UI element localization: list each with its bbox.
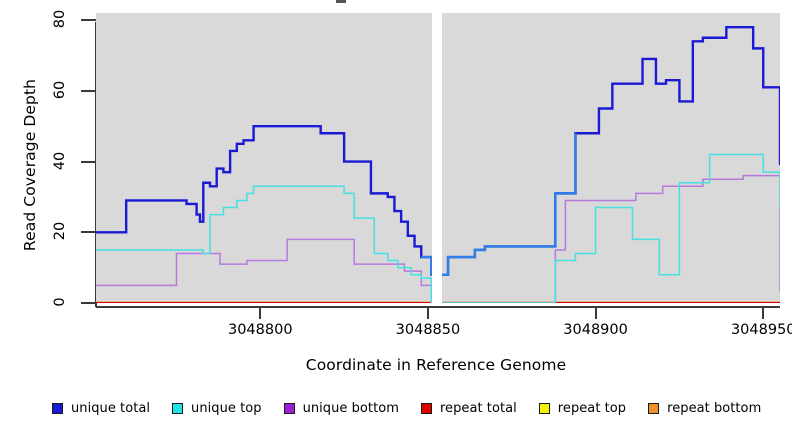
x-tick-mark <box>426 308 429 319</box>
legend-swatch-icon <box>648 402 660 414</box>
legend-label: unique bottom <box>302 400 399 416</box>
legend-label: unique total <box>71 400 151 416</box>
legend-label: repeat bottom <box>667 400 762 416</box>
legend-item-unique-top[interactable]: unique top <box>172 401 262 416</box>
legend-swatch-icon <box>538 402 550 414</box>
panel-gap-top-marker <box>336 0 346 3</box>
y-tick-mark <box>81 302 96 304</box>
legend-item-repeat-bottom[interactable]: repeat bottom <box>648 401 761 416</box>
y-tick-mark <box>81 160 96 163</box>
y-axis-title: Read Coverage Depth <box>21 78 39 252</box>
y-tick-mark <box>81 19 96 22</box>
x-tick-label: 3048800 <box>227 322 293 338</box>
x-axis-title: Coordinate in Reference Genome <box>305 356 567 374</box>
legend-item-unique-bottom[interactable]: unique bottom <box>283 400 399 416</box>
plot-panel <box>96 13 780 303</box>
y-tick-label: 80 <box>52 9 68 29</box>
x-axis-line <box>96 306 780 308</box>
y-tick-mark <box>81 89 96 92</box>
series-line-unique-top <box>96 153 780 303</box>
series-line-unique-total <box>96 25 780 276</box>
chart-legend: unique total unique top unique bottom repea… <box>0 396 792 420</box>
series-line-unique-total-lower-coverage <box>421 133 577 276</box>
legend-swatch-icon <box>172 402 184 414</box>
legend-item-unique-total[interactable]: unique total <box>52 401 150 416</box>
x-tick-mark <box>762 308 765 319</box>
y-tick-label: 60 <box>52 80 68 100</box>
y-tick-label: 40 <box>52 151 68 170</box>
legend-item-repeat-total[interactable]: repeat total <box>420 400 517 416</box>
y-tick-label: 20 <box>52 222 68 241</box>
y-tick-label: 0 <box>52 297 68 307</box>
legend-label: unique top <box>191 400 262 416</box>
legend-swatch-icon <box>420 402 432 414</box>
y-tick-mark <box>81 231 96 234</box>
x-tick-mark <box>594 308 597 319</box>
x-tick-mark <box>259 308 262 319</box>
legend-swatch-icon <box>283 402 295 414</box>
legend-label: repeat top <box>557 400 627 416</box>
x-tick-label: 3048900 <box>563 322 628 338</box>
legend-item-repeat-top[interactable]: repeat top <box>538 400 627 416</box>
x-tick-label: 3048950 <box>730 322 792 338</box>
legend-label: repeat total <box>439 400 517 416</box>
legend-swatch-icon <box>52 402 63 414</box>
panel-gap-region <box>432 13 442 303</box>
x-tick-label: 3048850 <box>395 322 461 338</box>
